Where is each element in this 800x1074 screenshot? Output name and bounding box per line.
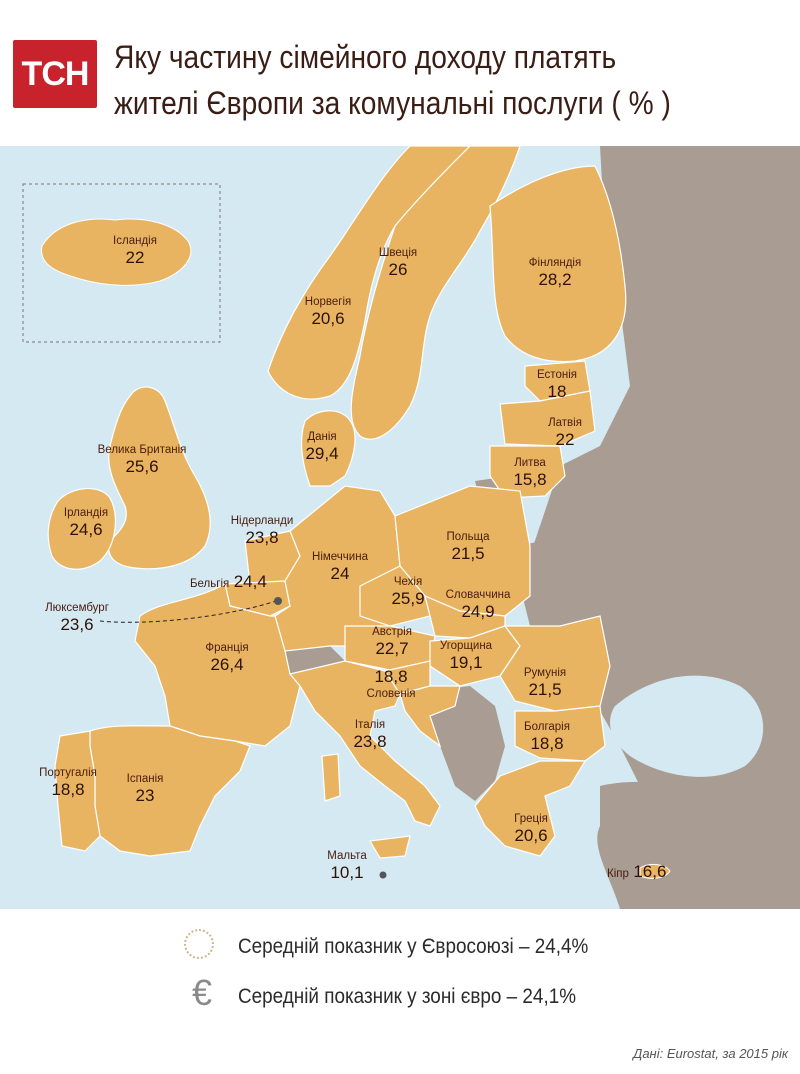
label-romania: Румунія 21,5 — [523, 667, 567, 699]
portugal-shape — [54, 730, 101, 852]
label-cyprus: Кіпр 16,6 — [607, 862, 667, 881]
label-poland: Польща 21,5 — [446, 531, 490, 563]
denmark-shape — [301, 410, 356, 487]
legend: Середній показник у Євросоюзі – 24,4% € … — [0, 909, 800, 1039]
balkans-region — [425, 686, 505, 801]
label-norway: Норвегія 20,6 — [304, 296, 352, 328]
title-line-1: Яку частину сімейного доходу платять — [114, 39, 617, 75]
eu-stars-icon — [184, 929, 214, 959]
label-czechia: Чехія 25,9 — [391, 576, 425, 608]
label-greece: Греція 20,6 — [514, 813, 548, 845]
euro-icon: € — [191, 972, 213, 1013]
logo-text: ТСН — [21, 55, 90, 93]
label-slovakia: Словаччина 24,9 — [445, 589, 511, 621]
legend-euro-text: Середній показник у зоні євро – 24,1% — [238, 985, 577, 1008]
label-latvia: Латвія 22 — [548, 417, 582, 449]
label-france: Франція 26,4 — [205, 642, 249, 674]
label-malta: Мальта 10,1 — [327, 850, 367, 882]
label-netherlands: Нідерланди 23,8 — [230, 515, 294, 547]
greece-shape — [474, 760, 587, 857]
luxembourg-dot — [274, 597, 282, 605]
sicily-shape — [369, 835, 411, 859]
label-belgium: Бельгія 24,4 — [190, 572, 267, 591]
label-italy: Італія 23,8 — [353, 719, 387, 751]
sweden-shape — [350, 146, 521, 440]
label-uk: Велика Британія 25,6 — [97, 444, 187, 476]
latvia-shape — [499, 390, 596, 447]
label-bulgaria: Болгарія 18,8 — [524, 721, 570, 753]
label-ireland: Ірландія 24,6 — [63, 507, 109, 539]
label-finland: Фінляндія 28,2 — [528, 257, 582, 289]
malta-dot — [379, 871, 387, 879]
label-lithuania: Литва 15,8 — [513, 457, 547, 489]
uk-shape — [108, 386, 211, 570]
turkey-region — [597, 781, 800, 909]
black-sea — [610, 675, 764, 777]
map-canvas — [22, 146, 800, 909]
label-spain: Іспанія 23 — [126, 773, 164, 805]
label-denmark: Данія 29,4 — [305, 431, 339, 463]
label-portugal: Португалія 18,8 — [39, 767, 97, 799]
croatia-shape — [399, 685, 461, 748]
italy-shape — [288, 660, 441, 827]
label-sweden: Швеція 26 — [378, 247, 418, 279]
sardinia-shape — [321, 753, 341, 802]
header: ТСН Яку частину сімейного доходу платять… — [0, 0, 800, 146]
finland-shape — [489, 165, 627, 363]
label-slovenia: 18,8 Словенія — [366, 667, 416, 700]
tsn-logo: ТСН — [13, 40, 97, 108]
label-luxembourg: Люксембург 23,6 — [45, 602, 109, 634]
europe-map: Ісландія 22 Норвегія 20,6 Швеція 26 Фінлянд… — [0, 146, 800, 909]
label-hungary: Угорщина 19,1 — [439, 640, 493, 672]
lithuania-shape — [489, 445, 566, 499]
data-source: Дані: Eurostat, за 2015 рік — [633, 1046, 788, 1061]
iceland-inset-frame — [22, 183, 221, 343]
title-line-2: жителі Європи за комунальні послуги ( % … — [114, 85, 671, 121]
label-estonia: Естонія 18 — [537, 369, 577, 401]
label-iceland: Ісландія 22 — [113, 235, 157, 267]
page-title: Яку частину сімейного доходу платять жит… — [114, 34, 712, 126]
bulgaria-shape — [514, 705, 606, 762]
spain-shape — [89, 725, 251, 857]
ireland-shape — [47, 487, 117, 570]
cyprus-shape — [639, 863, 671, 879]
iceland-shape — [41, 218, 192, 286]
label-germany: Німеччина 24 — [312, 551, 368, 583]
legend-eu-text: Середній показник у Євросоюзі – 24,4% — [238, 935, 589, 958]
label-austria: Австрія 22,7 — [372, 626, 412, 658]
